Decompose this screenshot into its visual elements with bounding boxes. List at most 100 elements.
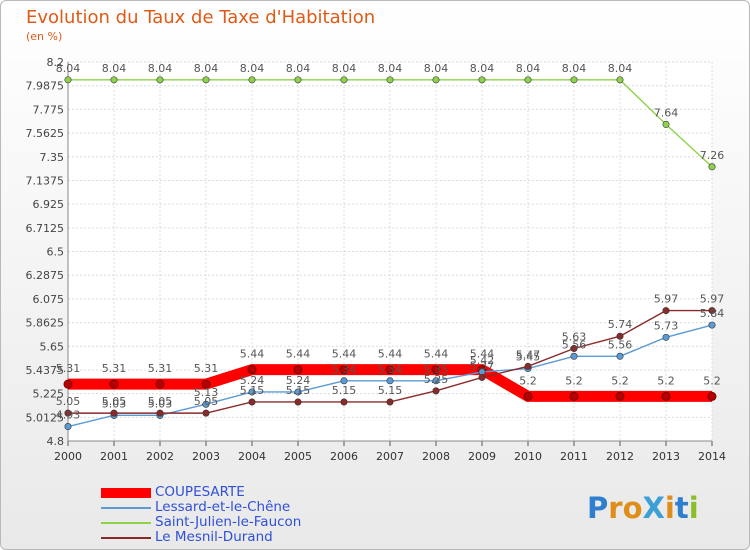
logo-letter: r xyxy=(608,491,623,525)
data-label: 5.45 xyxy=(516,351,541,364)
data-point xyxy=(247,365,257,375)
chart-title: Evolution du Taux de Taxe d'Habitation xyxy=(26,7,376,28)
data-point xyxy=(432,377,440,385)
data-point xyxy=(155,379,165,389)
legend-item: Le Mesnil-Durand xyxy=(101,530,301,545)
data-point xyxy=(523,391,533,401)
logo-letter: i xyxy=(688,491,699,525)
data-point xyxy=(432,387,440,395)
x-tick-label: 2012 xyxy=(606,450,634,463)
data-label: 5.31 xyxy=(194,362,219,375)
data-point xyxy=(64,409,72,417)
data-label: 5.34 xyxy=(332,363,357,376)
data-point xyxy=(385,365,395,375)
x-tick-label: 2007 xyxy=(376,450,404,463)
y-tick-label: 7.5625 xyxy=(26,127,65,140)
x-tick-label: 2003 xyxy=(192,450,220,463)
data-point xyxy=(708,321,716,329)
data-point xyxy=(707,391,717,401)
data-label: 5.44 xyxy=(332,348,357,361)
data-label: 5.13 xyxy=(194,386,219,399)
data-point xyxy=(478,373,486,381)
data-label: 5.56 xyxy=(562,338,587,351)
data-point xyxy=(708,163,716,171)
data-label: 5.42 xyxy=(470,354,495,367)
data-point xyxy=(662,307,670,315)
data-label: 5.44 xyxy=(240,348,265,361)
data-label: 5.05 xyxy=(56,395,81,408)
x-tick-label: 2011 xyxy=(560,450,588,463)
data-point xyxy=(248,388,256,396)
data-label: 5.31 xyxy=(56,362,81,375)
data-label: 8.04 xyxy=(562,62,587,75)
data-point xyxy=(201,379,211,389)
data-label: 5.05 xyxy=(194,395,219,408)
y-tick-label: 6.7125 xyxy=(26,222,65,235)
data-point xyxy=(616,332,624,340)
data-point xyxy=(109,379,119,389)
y-tick-label: 8.2 xyxy=(47,56,65,69)
data-label: 8.04 xyxy=(148,62,173,75)
y-tick-label: 5.0125 xyxy=(26,411,65,424)
data-point xyxy=(616,352,624,360)
data-label: 5.63 xyxy=(562,330,587,343)
y-tick-label: 7.35 xyxy=(40,151,65,164)
logo-letter: o xyxy=(622,491,643,525)
data-label: 5.56 xyxy=(608,338,633,351)
data-label: 8.04 xyxy=(608,62,633,75)
data-label: 5.03 xyxy=(102,397,127,410)
data-label: 5.44 xyxy=(470,348,495,361)
data-label: 5.2 xyxy=(565,374,583,387)
data-label: 5.44 xyxy=(378,348,403,361)
data-label: 5.31 xyxy=(102,362,127,375)
legend-label: Lessard-et-le-Chêne xyxy=(155,499,291,515)
y-tick-label: 6.2875 xyxy=(26,269,65,282)
data-label: 5.2 xyxy=(519,374,537,387)
data-point xyxy=(202,400,210,408)
data-point xyxy=(524,76,532,84)
data-point xyxy=(431,365,441,375)
data-label: 5.15 xyxy=(286,384,311,397)
y-tick-label: 5.225 xyxy=(33,388,65,401)
data-label: 4.93 xyxy=(56,409,81,422)
x-tick-label: 2006 xyxy=(330,450,358,463)
data-point xyxy=(110,76,118,84)
data-point xyxy=(386,377,394,385)
data-point xyxy=(570,344,578,352)
y-tick-label: 7.9875 xyxy=(26,80,65,93)
data-label: 5.2 xyxy=(611,374,629,387)
data-point xyxy=(294,388,302,396)
data-point xyxy=(64,76,72,84)
data-label: 5.47 xyxy=(516,348,541,361)
data-point xyxy=(202,76,210,84)
data-point xyxy=(294,76,302,84)
data-point xyxy=(63,379,73,389)
data-point xyxy=(616,76,624,84)
data-label: 5.73 xyxy=(654,319,679,332)
logo-letter: t xyxy=(674,491,689,525)
y-tick-label: 4.8 xyxy=(47,435,65,448)
data-point xyxy=(202,409,210,417)
data-label: 5.44 xyxy=(286,348,311,361)
data-label: 7.64 xyxy=(654,106,679,119)
data-label: 8.04 xyxy=(56,62,81,75)
x-tick-label: 2005 xyxy=(284,450,312,463)
data-point xyxy=(615,391,625,401)
y-tick-label: 5.65 xyxy=(40,340,65,353)
data-point xyxy=(569,391,579,401)
legend-label: Le Mesnil-Durand xyxy=(155,529,273,545)
data-point xyxy=(340,377,348,385)
data-label: 5.35 xyxy=(424,363,449,376)
legend-swatch xyxy=(101,521,151,524)
data-point xyxy=(386,76,394,84)
y-tick-label: 5.8625 xyxy=(26,317,65,330)
data-label: 5.03 xyxy=(148,397,173,410)
data-point xyxy=(340,76,348,84)
legend-swatch xyxy=(101,536,151,539)
data-label: 8.04 xyxy=(378,62,403,75)
data-label: 8.04 xyxy=(240,62,265,75)
legend-item: Saint-Julien-le-Faucon xyxy=(101,515,301,530)
data-point xyxy=(432,76,440,84)
data-point xyxy=(293,365,303,375)
